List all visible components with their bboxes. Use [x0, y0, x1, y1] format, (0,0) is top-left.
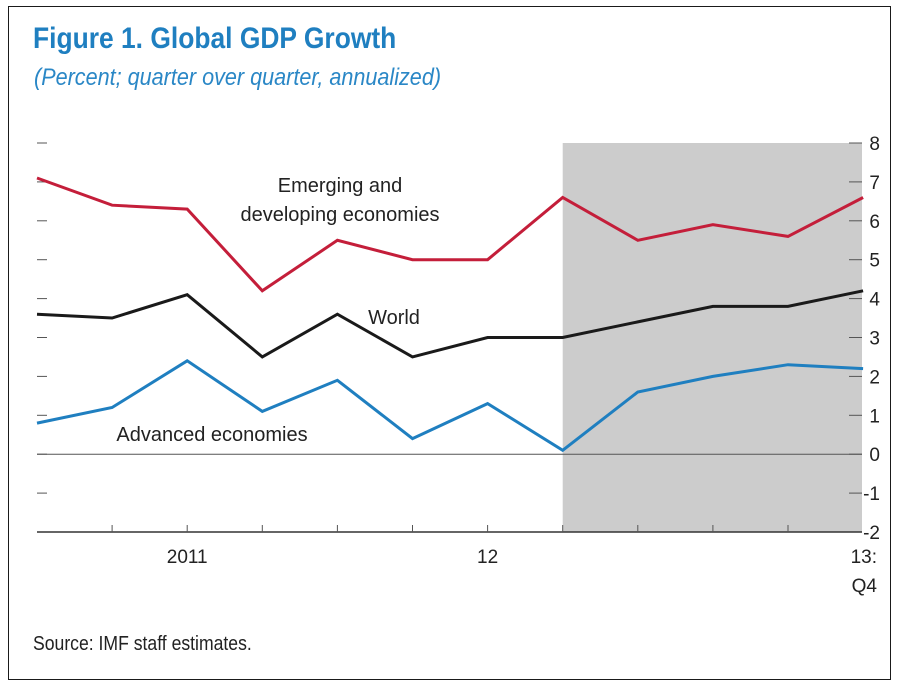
- figure-subtitle: (Percent; quarter over quarter, annualiz…: [34, 64, 442, 91]
- series-label: developing economies: [240, 204, 439, 226]
- y-tick-label: 7: [869, 173, 880, 194]
- x-tick-label: 13:: [851, 547, 877, 568]
- series-line-1: [36, 176, 864, 293]
- y-tick-label: 6: [869, 212, 880, 233]
- series-label: World: [368, 307, 420, 329]
- x-tick-label: 12: [477, 547, 498, 568]
- y-tick-label: 3: [869, 329, 880, 350]
- figure-title: Figure 1. Global GDP Growth: [33, 22, 397, 55]
- y-tick-label: 2: [869, 367, 880, 388]
- y-tick-label: 5: [869, 251, 880, 272]
- series-label: Emerging and: [278, 175, 403, 197]
- y-tick-label: 4: [869, 290, 880, 311]
- x-tick-label: 2011: [167, 547, 208, 568]
- series-label: Advanced economies: [116, 424, 307, 446]
- y-tick-label: 8: [869, 134, 880, 155]
- source-note: Source: IMF staff estimates.: [33, 633, 252, 655]
- y-tick-label: -1: [863, 484, 880, 505]
- series-line-3: [36, 359, 864, 453]
- series-line-2: [36, 289, 864, 359]
- y-tick-label: 0: [869, 445, 880, 466]
- x-tick-label: Q4: [852, 576, 878, 597]
- y-tick-label: 1: [869, 406, 880, 427]
- projection-shading: [562, 143, 862, 532]
- y-tick-label: -2: [863, 523, 880, 544]
